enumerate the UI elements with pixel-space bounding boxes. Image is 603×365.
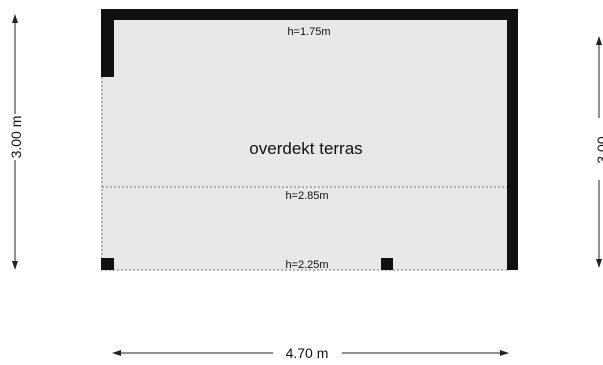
dimension-depth: 3.00 m (8, 14, 24, 270)
height-label-bottom: h=2.25m (285, 259, 328, 271)
dimension-arrow-bottom-right (596, 259, 602, 268)
dimension-arrow-top-right (596, 36, 602, 45)
dimension-arrow-top (12, 14, 18, 23)
height-label-top: h=1.75m (287, 26, 330, 38)
wall-left-stub (101, 9, 114, 77)
dimension-width-label: 4.70 m (286, 345, 329, 361)
wall-top (101, 9, 518, 20)
dimension-arrow-bottom (12, 261, 18, 270)
dimension-depth-right-label: 3.00 (594, 136, 603, 163)
room-name: overdekt terras (249, 139, 362, 158)
post-middle (381, 258, 393, 270)
dimension-depth-right: 3.00 (594, 36, 603, 268)
dimension-arrow-right (500, 350, 509, 356)
room-floor (101, 9, 518, 270)
dimension-arrow-left (112, 350, 121, 356)
height-label-middle: h=2.85m (285, 190, 328, 202)
post-left (101, 258, 114, 270)
dimension-width: 4.70 m (112, 345, 509, 361)
wall-right (507, 9, 518, 270)
dimension-depth-label: 3.00 m (8, 116, 24, 159)
